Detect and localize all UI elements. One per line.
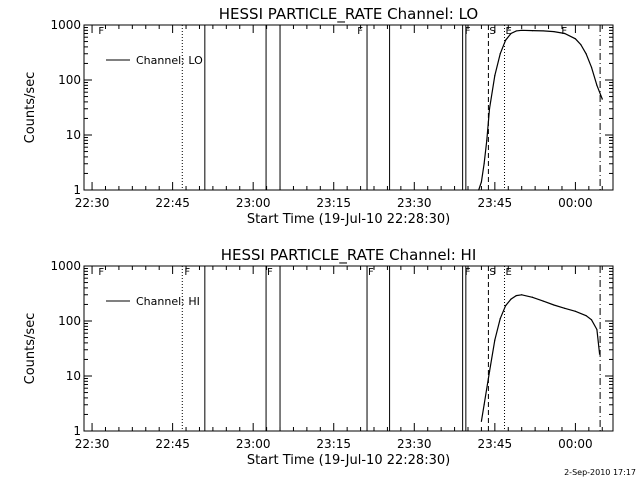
x-tick-label: 23:30 bbox=[397, 437, 432, 451]
data-point bbox=[494, 75, 496, 77]
data-point bbox=[515, 294, 517, 297]
data-point bbox=[483, 163, 485, 165]
plot-frame bbox=[83, 24, 614, 191]
data-point bbox=[515, 30, 517, 32]
flag-marker-S: S bbox=[489, 26, 495, 37]
y-tick-label: 1 bbox=[73, 183, 81, 197]
flag-marker-F: F bbox=[465, 267, 471, 278]
data-point bbox=[585, 315, 587, 317]
data-point bbox=[480, 420, 483, 422]
data-point bbox=[531, 296, 534, 298]
x-tick-label: 23:00 bbox=[236, 437, 271, 451]
data-point bbox=[510, 32, 512, 35]
data-point bbox=[480, 181, 483, 183]
y-axis-label: Counts/sec bbox=[23, 72, 38, 144]
data-point bbox=[504, 305, 507, 307]
legend-entry: Channel: HI bbox=[136, 295, 200, 308]
data-point bbox=[478, 189, 480, 191]
data-point bbox=[488, 371, 491, 373]
x-tick-label: 22:30 bbox=[75, 437, 110, 451]
x-axis-label: Start Time (19-Jul-10 22:28:30) bbox=[247, 212, 450, 227]
y-axis-label: Counts/sec bbox=[23, 313, 38, 385]
y-tick-label: 10 bbox=[66, 369, 81, 383]
data-point bbox=[601, 98, 603, 100]
y-tick-label: 10 bbox=[66, 128, 81, 142]
data-point bbox=[510, 298, 512, 300]
legend-entry: Channel: LO bbox=[136, 54, 203, 67]
x-tick-label: 00:00 bbox=[558, 196, 593, 210]
chart-title: HESSI PARTICLE_RATE Channel: LO bbox=[219, 5, 478, 24]
flag-marker-S: S bbox=[489, 267, 495, 278]
flag-marker-F: F bbox=[368, 267, 374, 278]
flag-marker-F: F bbox=[184, 267, 190, 278]
x-tick-label: 23:45 bbox=[478, 437, 513, 451]
data-point bbox=[483, 404, 485, 406]
data-point bbox=[553, 30, 555, 33]
data-point bbox=[488, 108, 491, 110]
x-axis-label: Start Time (19-Jul-10 22:28:30) bbox=[247, 453, 450, 468]
x-tick-label: 23:00 bbox=[236, 196, 271, 210]
x-tick-label: 23:15 bbox=[316, 437, 351, 451]
plot-frame bbox=[83, 265, 614, 432]
flag-marker-F: F bbox=[465, 26, 471, 37]
x-tick-label: 00:00 bbox=[558, 437, 593, 451]
data-point bbox=[542, 300, 544, 302]
data-point bbox=[521, 294, 523, 296]
data-point bbox=[590, 66, 593, 68]
data-point bbox=[596, 328, 598, 331]
panel-lo: HESSI PARTICLE_RATE Channel: LO 1 10 100 100… bbox=[23, 5, 614, 227]
y-tick-label: 1000 bbox=[50, 259, 81, 273]
y-tick-label: 1000 bbox=[50, 18, 81, 32]
flag-marker-F: F bbox=[98, 267, 104, 278]
data-point bbox=[494, 339, 496, 341]
flag-marker-F: F bbox=[561, 26, 567, 37]
x-tick-label: 22:30 bbox=[75, 196, 110, 210]
x-tick-label: 23:30 bbox=[397, 196, 432, 210]
flag-marker-E: E bbox=[506, 26, 512, 37]
data-point bbox=[596, 84, 598, 86]
series-line bbox=[478, 29, 603, 191]
x-tick-label: 22:45 bbox=[155, 196, 190, 210]
data-point bbox=[486, 139, 488, 141]
data-point bbox=[564, 307, 566, 309]
data-point bbox=[564, 32, 566, 35]
data-point bbox=[542, 30, 544, 32]
data-point bbox=[521, 29, 523, 31]
data-point bbox=[580, 44, 582, 46]
data-point bbox=[574, 310, 577, 312]
flag-marker-F: F bbox=[98, 26, 104, 37]
data-point bbox=[499, 318, 501, 320]
y-tick-label: 100 bbox=[58, 73, 81, 87]
chart-title: HESSI PARTICLE_RATE Channel: HI bbox=[221, 246, 477, 265]
x-tick-label: 23:15 bbox=[316, 196, 351, 210]
y-tick-label: 100 bbox=[58, 314, 81, 328]
panel-hi: HESSI PARTICLE_RATE Channel: HI 1 10 100 100… bbox=[23, 246, 614, 468]
x-tick-label: 23:45 bbox=[478, 196, 513, 210]
data-point bbox=[504, 39, 507, 41]
data-point bbox=[598, 353, 601, 355]
data-point bbox=[585, 53, 587, 55]
data-point bbox=[574, 38, 577, 40]
footer-timestamp: 2-Sep-2010 17:17 bbox=[564, 468, 636, 477]
x-tick-label: 22:45 bbox=[155, 437, 190, 451]
flag-marker-F: F bbox=[267, 267, 273, 278]
data-point bbox=[499, 53, 501, 55]
data-point bbox=[553, 304, 555, 306]
series-line bbox=[480, 294, 601, 422]
flag-marker-F: F bbox=[357, 26, 363, 37]
data-point bbox=[531, 30, 534, 32]
data-point bbox=[590, 319, 593, 321]
y-tick-label: 1 bbox=[73, 424, 81, 438]
flag-marker-E: E bbox=[506, 267, 512, 278]
